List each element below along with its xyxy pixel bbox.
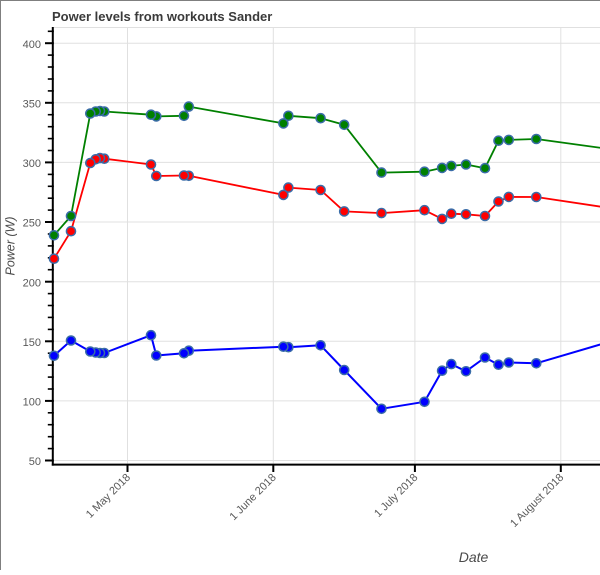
svg-text:300: 300 (23, 158, 41, 170)
svg-text:150: 150 (23, 337, 41, 349)
svg-text:200: 200 (23, 277, 41, 289)
svg-text:350: 350 (23, 99, 41, 111)
svg-text:Date: Date (459, 549, 489, 565)
svg-text:250: 250 (23, 218, 41, 230)
svg-text:Power levels from workouts San: Power levels from workouts Sander (52, 9, 272, 24)
svg-text:400: 400 (23, 39, 41, 51)
svg-text:50: 50 (29, 456, 41, 468)
svg-text:100: 100 (23, 397, 41, 409)
svg-text:Power (W): Power (W) (4, 216, 18, 275)
